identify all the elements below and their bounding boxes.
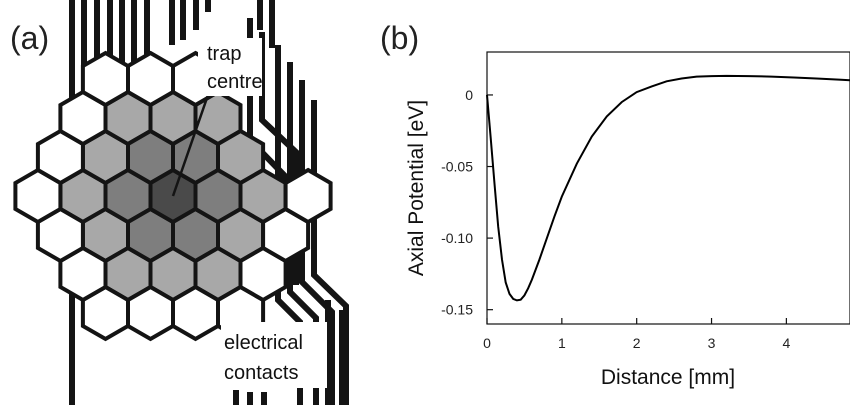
hexagon-electrode — [126, 284, 175, 342]
x-tick-label: 4 — [782, 335, 790, 351]
hexagon-electrode — [126, 50, 175, 108]
y-tick-label: -0.10 — [441, 230, 473, 246]
hexagon-electrode — [171, 284, 220, 342]
contacts-label-line2: contacts — [224, 362, 298, 384]
hexagon-electrode — [283, 167, 333, 225]
y-tick-label: -0.15 — [441, 302, 473, 318]
x-tick-label: 2 — [633, 335, 641, 351]
contacts-label-line1: electrical — [224, 332, 303, 354]
panel-b: (b) 0 1 2 3 4 0 -0.05 -0.10 -0.15 Distance [mm]… — [380, 20, 850, 389]
panel-a-label: (a) — [10, 20, 49, 56]
trap-label-line2: centre — [207, 71, 263, 93]
trap-label-line1: trap — [207, 43, 241, 65]
y-axis-ticks: 0 -0.05 -0.10 -0.15 — [441, 87, 493, 318]
x-tick-label: 3 — [708, 335, 716, 351]
hexagon-electrode — [80, 50, 130, 108]
y-tick-label: 0 — [465, 87, 473, 103]
series-line-axial-potential — [486, 74, 850, 302]
trap-label-background — [198, 38, 262, 96]
x-axis-ticks: 0 1 2 3 4 — [483, 318, 790, 351]
x-tick-label: 1 — [558, 335, 566, 351]
panel-a: (a) trap centre electrical contacts — [10, 0, 349, 405]
x-axis-label: Distance [mm] — [601, 366, 735, 389]
contacts-label-background — [221, 322, 327, 388]
y-tick-label: -0.05 — [441, 159, 473, 175]
trap-centre-pointer — [171, 94, 210, 197]
panel-b-label: (b) — [380, 20, 419, 56]
y-axis-label: Axial Potential [eV] — [405, 100, 428, 276]
plot-frame — [486, 51, 850, 325]
hexagon-electrode-array — [13, 50, 333, 342]
x-tick-label: 0 — [483, 335, 491, 351]
